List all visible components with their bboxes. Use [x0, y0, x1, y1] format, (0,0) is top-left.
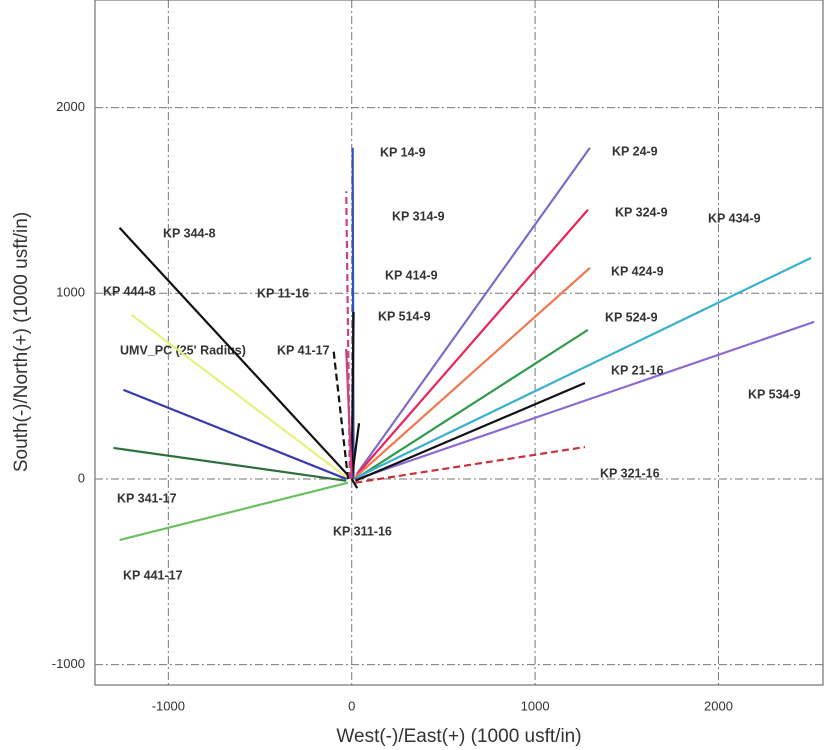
well-label: KP 321-16 [600, 466, 660, 480]
well-label: KP 311-16 [333, 524, 392, 538]
x-tick-label: 2000 [704, 698, 733, 713]
well-path [350, 423, 361, 480]
well-label: KP 524-9 [605, 310, 658, 324]
x-tick-label: -1000 [152, 698, 185, 713]
well-path [356, 147, 591, 475]
well-label: KP 341-17 [117, 491, 177, 505]
well-label: KP 344-8 [163, 226, 216, 240]
well-label: KP 21-16 [611, 363, 664, 377]
well-label: KP 424-9 [611, 264, 664, 278]
well-path [354, 328, 589, 480]
y-axis-title: South(-)/North(+) (1000 usft/in) [11, 212, 32, 472]
well-path [130, 313, 347, 478]
y-tick-label: 2000 [56, 99, 85, 114]
annotation: UMV_PC (25' Radius) [120, 343, 246, 357]
well-label: KP 11-16 [257, 286, 309, 300]
well-path [356, 256, 812, 479]
well-label: KP 24-9 [612, 144, 658, 158]
well-label: KP 534-9 [748, 387, 801, 401]
well-path [350, 311, 355, 479]
x-tick-label: 1000 [521, 698, 550, 713]
well-label: KP 41-17 [277, 343, 330, 357]
well-path [345, 348, 353, 479]
well-label: KP 444-8 [103, 284, 156, 298]
x-tick-label: 0 [348, 698, 355, 713]
well-path [350, 478, 359, 489]
well-path [355, 445, 586, 484]
well-label: KP 14-9 [380, 145, 426, 159]
well-label: KP 324-9 [615, 205, 668, 219]
well-label: KP 414-9 [385, 268, 438, 282]
well-path [119, 481, 349, 542]
y-tick-label: 1000 [56, 285, 85, 300]
well-path [354, 267, 591, 478]
well-path [123, 388, 347, 480]
well-path [113, 446, 347, 482]
well-label: KP 314-9 [392, 209, 445, 223]
well-label: KP 514-9 [378, 309, 431, 323]
x-axis-title: West(-)/East(+) (1000 usft/in) [336, 726, 581, 747]
well-label: KP 441-17 [123, 568, 183, 582]
well-path [355, 209, 589, 476]
well-path [354, 381, 586, 482]
well-path [118, 227, 349, 476]
y-tick-label: 0 [78, 470, 85, 485]
plot-frame [94, 0, 824, 686]
y-tick-label: -1000 [52, 656, 85, 671]
well-label: KP 434-9 [708, 211, 761, 225]
well-path [356, 320, 815, 480]
